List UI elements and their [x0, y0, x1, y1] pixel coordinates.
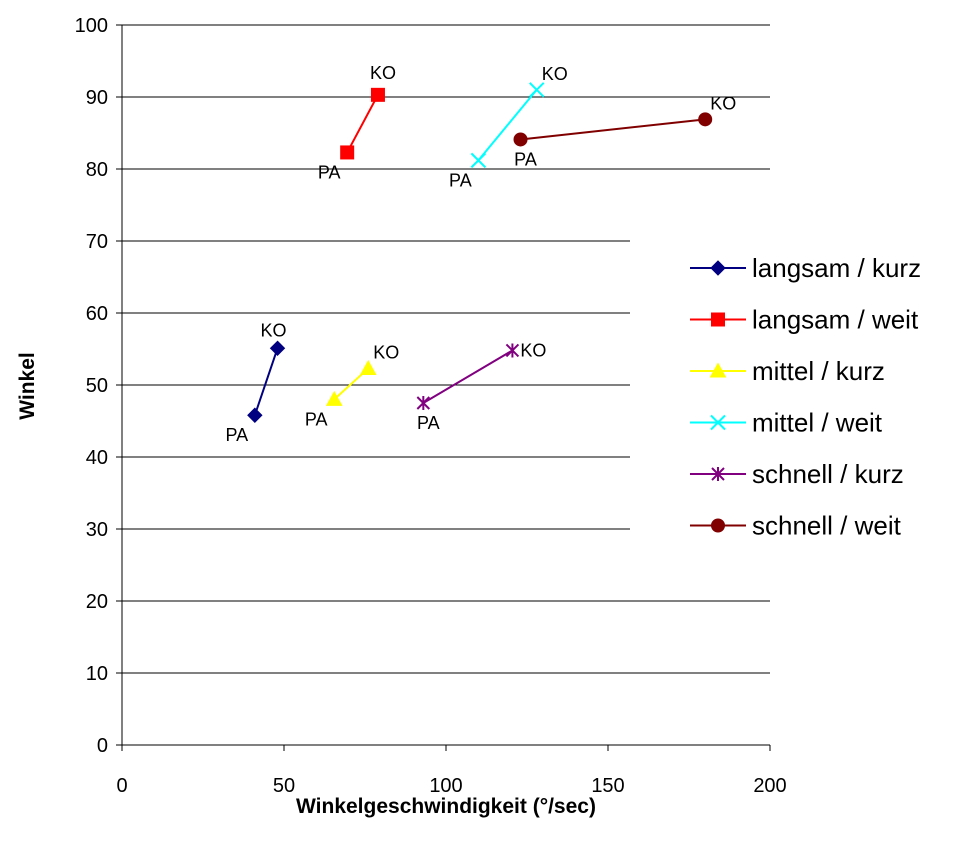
legend-label: schnell / kurz [752, 459, 904, 489]
series-line [477, 89, 538, 161]
data-label: KO [542, 64, 568, 84]
axis-ticks: 0 10 20 30 40 50 60 70 80 90 100 0 50 100 150 200 [75, 15, 787, 797]
y-tick-label: 20 [86, 591, 108, 613]
data-label: KO [261, 320, 287, 340]
data-point [370, 87, 385, 102]
legend-entry: schnell / kurz [690, 459, 904, 489]
data-point [325, 390, 343, 406]
x-tick-label: 150 [591, 775, 624, 797]
data-label: KO [520, 340, 546, 360]
y-tick-label: 30 [86, 519, 108, 541]
y-axis-title: Winkel [16, 352, 39, 420]
legend: langsam / kurz langsam / weit mittel / kur… [690, 253, 921, 541]
legend-label: mittel / weit [752, 408, 883, 438]
data-label: PA [449, 170, 472, 190]
legend-label: mittel / kurz [752, 356, 885, 386]
series-5: PA KO [513, 93, 736, 169]
y-tick-label: 0 [97, 735, 108, 757]
legend-entry: schnell / weit [690, 511, 902, 541]
data-label: PA [225, 425, 248, 445]
legend-label: langsam / weit [752, 305, 919, 335]
data-label: KO [710, 93, 736, 113]
legend-entry: langsam / weit [690, 305, 919, 335]
y-tick-label: 100 [75, 15, 108, 37]
data-point [470, 152, 487, 169]
legend-label: schnell / weit [752, 511, 902, 541]
series-line [346, 94, 379, 153]
series-3: PA KO [449, 64, 568, 191]
data-point [529, 82, 545, 98]
data-label: PA [318, 162, 341, 182]
data-point [505, 343, 520, 358]
data-point [247, 407, 263, 423]
series-2: PA KO [305, 342, 399, 429]
y-tick-label: 70 [86, 231, 108, 253]
grid-lines [122, 24, 770, 674]
data-label: KO [373, 342, 399, 362]
data-point [416, 396, 431, 410]
legend-marker [711, 312, 725, 327]
x-tick-label: 50 [273, 775, 295, 797]
series-line [253, 347, 279, 416]
x-axis-title: Winkelgeschwindigkeit (°/sec) [296, 795, 596, 818]
legend-marker [711, 518, 725, 533]
x-tick-label: 100 [429, 775, 462, 797]
data-point [269, 340, 286, 356]
data-label: PA [514, 149, 537, 169]
data-point [698, 112, 713, 127]
data-label: KO [370, 63, 396, 83]
legend-marker [710, 414, 726, 431]
series-line [520, 118, 706, 141]
legend-entry: mittel / kurz [690, 356, 885, 386]
legend-marker [709, 362, 727, 378]
y-tick-label: 90 [86, 87, 108, 109]
series-line [422, 349, 513, 404]
y-tick-label: 40 [86, 447, 108, 469]
y-tick-label: 10 [86, 663, 108, 685]
series-0: PA KO [225, 320, 286, 445]
y-tick-label: 80 [86, 159, 108, 181]
legend-entry: mittel / weit [690, 408, 883, 438]
data-label: PA [417, 413, 440, 433]
series-1: PA KO [318, 63, 396, 183]
y-tick-label: 50 [86, 375, 108, 397]
legend-label: langsam / kurz [752, 253, 921, 283]
data-point [513, 132, 528, 147]
y-tick-label: 60 [86, 303, 108, 325]
legend-background [630, 238, 967, 558]
data-label: PA [305, 409, 328, 429]
legend-marker [711, 467, 725, 481]
legend-entry: langsam / kurz [690, 253, 921, 283]
legend-marker [710, 260, 726, 276]
data-point [359, 359, 377, 375]
x-tick-label: 200 [753, 775, 786, 797]
series-layer: PA KO PA KO PA KO PA KO PA KO PA KO [225, 63, 736, 445]
data-point [340, 145, 355, 160]
legend-box [630, 238, 967, 558]
series-4: PA KO [416, 340, 546, 433]
x-tick-label: 0 [116, 775, 127, 797]
